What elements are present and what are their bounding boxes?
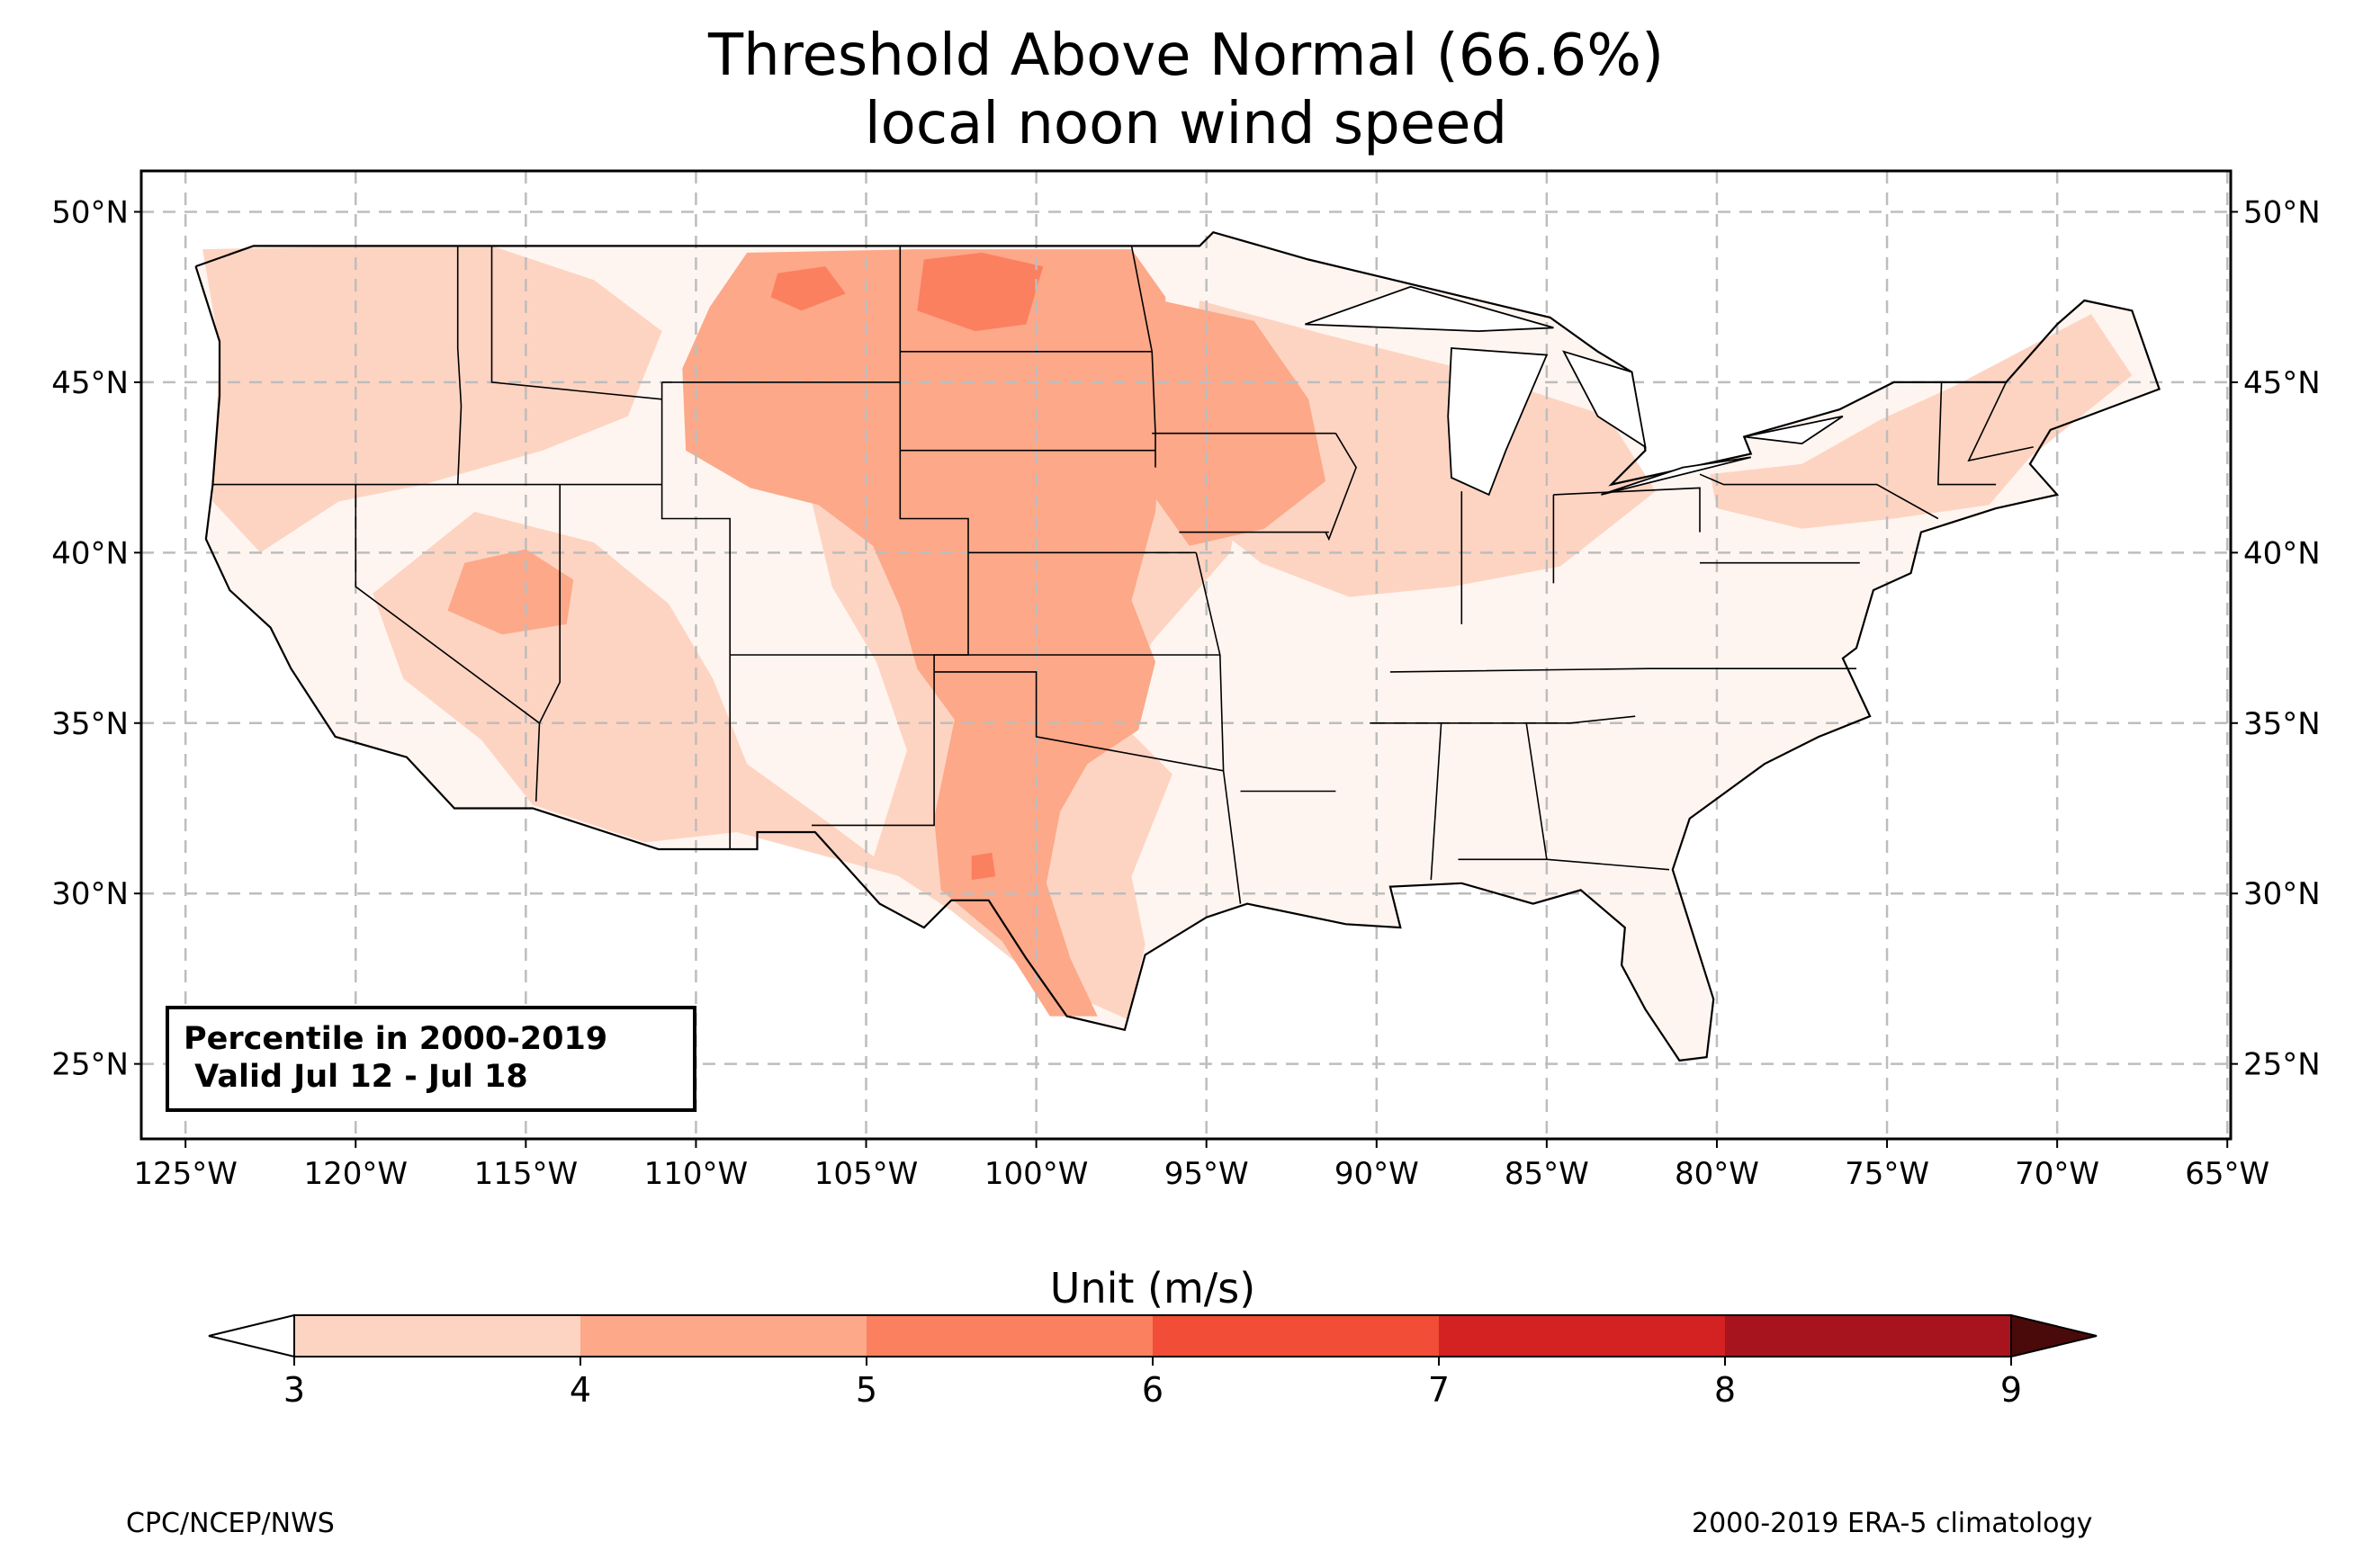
colorbar-tick-label: 6 bbox=[1142, 1370, 1164, 1410]
great-lake bbox=[1447, 347, 1549, 497]
colorbar-title: Unit (m/s) bbox=[1050, 1264, 1255, 1313]
state-boundary bbox=[1553, 487, 1701, 533]
longitude-tick-label: 110°W bbox=[644, 1156, 749, 1192]
colorbar-bin-5-6 bbox=[867, 1315, 1153, 1357]
latitude-tick-label-right: 35°N bbox=[2243, 706, 2321, 742]
latitude-tick-label-left: 30°N bbox=[51, 876, 129, 912]
state-boundary bbox=[1430, 722, 1442, 881]
latitude-tick-label-left: 35°N bbox=[51, 706, 129, 742]
state-boundary bbox=[1389, 668, 1856, 673]
colorbar-tick-label: 7 bbox=[1428, 1370, 1450, 1410]
colorbar-tick-label: 5 bbox=[856, 1370, 877, 1410]
info-box: Percentile in 2000-2019 Valid Jul 12 - J… bbox=[166, 1006, 696, 1112]
colorbar-bin-4-5 bbox=[580, 1315, 867, 1357]
latitude-tick-label-right: 40°N bbox=[2243, 535, 2321, 571]
great-lake bbox=[1601, 456, 1752, 496]
state-boundary bbox=[1936, 381, 1997, 486]
wind-contour-4-5-5 bbox=[682, 249, 1166, 1017]
state-boundary bbox=[456, 246, 463, 485]
wind-contour-4-5-7 bbox=[447, 549, 574, 635]
chart-title-line1: Threshold Above Normal (66.6%) bbox=[707, 22, 1665, 89]
longitude-tick-label: 100°W bbox=[984, 1156, 1089, 1192]
wind-contour-5-6-10 bbox=[971, 852, 996, 881]
colorbar-bin-3-4 bbox=[294, 1315, 580, 1357]
longitude-tick-label: 90°W bbox=[1334, 1156, 1419, 1192]
wind-contour-4-5-6 bbox=[1145, 297, 1326, 546]
longitude-tick-label: 125°W bbox=[133, 1156, 238, 1192]
latitude-tick-label-left: 25°N bbox=[51, 1047, 129, 1083]
state-boundary bbox=[1325, 433, 1357, 542]
colorbar-under-arrow bbox=[208, 1313, 295, 1358]
state-boundary bbox=[1546, 858, 1670, 871]
info-box-line1: Percentile in 2000-2019 bbox=[184, 1021, 608, 1057]
wind-contour-5-6-8 bbox=[917, 252, 1044, 332]
longitude-tick-label: 65°W bbox=[2185, 1156, 2269, 1192]
footer-credit: CPC/NCEP/NWS bbox=[126, 1508, 335, 1539]
longitude-tick-label: 70°W bbox=[2015, 1156, 2099, 1192]
longitude-tick-label: 120°W bbox=[303, 1156, 408, 1192]
colorbar-bin-8-9 bbox=[1725, 1315, 2011, 1357]
great-lake bbox=[1305, 285, 1554, 333]
latitude-tick-label-right: 50°N bbox=[2243, 194, 2321, 230]
colorbar-tick-label: 9 bbox=[2000, 1370, 2022, 1410]
longitude-tick-label: 105°W bbox=[814, 1156, 919, 1192]
longitude-tick-label: 80°W bbox=[1675, 1156, 1759, 1192]
state-boundary bbox=[660, 381, 732, 849]
wind-contour-5-6-9 bbox=[770, 266, 846, 311]
wind-contour-3-4-3 bbox=[1179, 300, 1656, 597]
state-boundary bbox=[934, 671, 1224, 772]
colorbar-bin-6-7 bbox=[1153, 1315, 1439, 1357]
longitude-tick-label: 75°W bbox=[1845, 1156, 1929, 1192]
state-boundary bbox=[490, 246, 662, 400]
state-boundary bbox=[1967, 381, 2034, 462]
wind-contour-3-4-0 bbox=[202, 246, 662, 553]
colorbar-bin-7-8 bbox=[1439, 1315, 1725, 1357]
latitude-tick-label-left: 40°N bbox=[51, 535, 129, 571]
longitude-tick-label: 85°W bbox=[1505, 1156, 1589, 1192]
longitude-tick-label: 115°W bbox=[474, 1156, 579, 1192]
latitude-tick-label-right: 25°N bbox=[2243, 1047, 2321, 1083]
state-boundary bbox=[1370, 715, 1636, 724]
coastline bbox=[194, 230, 2161, 1062]
colorbar-tick-label: 3 bbox=[283, 1370, 305, 1410]
latitude-tick-label-left: 45°N bbox=[51, 365, 129, 401]
great-lake bbox=[1744, 415, 1844, 445]
great-lake bbox=[1562, 350, 1647, 449]
chart-title-line2: local noon wind speed bbox=[864, 91, 1508, 157]
colorbar-tick-label: 8 bbox=[1714, 1370, 1736, 1410]
state-boundary bbox=[355, 484, 540, 724]
latitude-tick-label-right: 45°N bbox=[2243, 365, 2321, 401]
wind-contour-3-4-4 bbox=[1710, 314, 2133, 529]
colorbar-over-arrow bbox=[2010, 1313, 2098, 1358]
state-boundary bbox=[1699, 473, 1939, 520]
latitude-tick-label-left: 50°N bbox=[51, 194, 129, 230]
state-boundary bbox=[535, 484, 562, 802]
state-boundary bbox=[1195, 552, 1242, 904]
info-box-line2: Valid Jul 12 - Jul 18 bbox=[184, 1059, 528, 1095]
state-boundary bbox=[1130, 246, 1156, 468]
latitude-tick-label-right: 30°N bbox=[2243, 876, 2321, 912]
colorbar-tick-label: 4 bbox=[570, 1370, 591, 1410]
footer-source: 2000-2019 ERA-5 climatology bbox=[1692, 1508, 2093, 1539]
longitude-tick-label: 95°W bbox=[1164, 1156, 1249, 1192]
map-frame bbox=[139, 169, 2233, 1141]
